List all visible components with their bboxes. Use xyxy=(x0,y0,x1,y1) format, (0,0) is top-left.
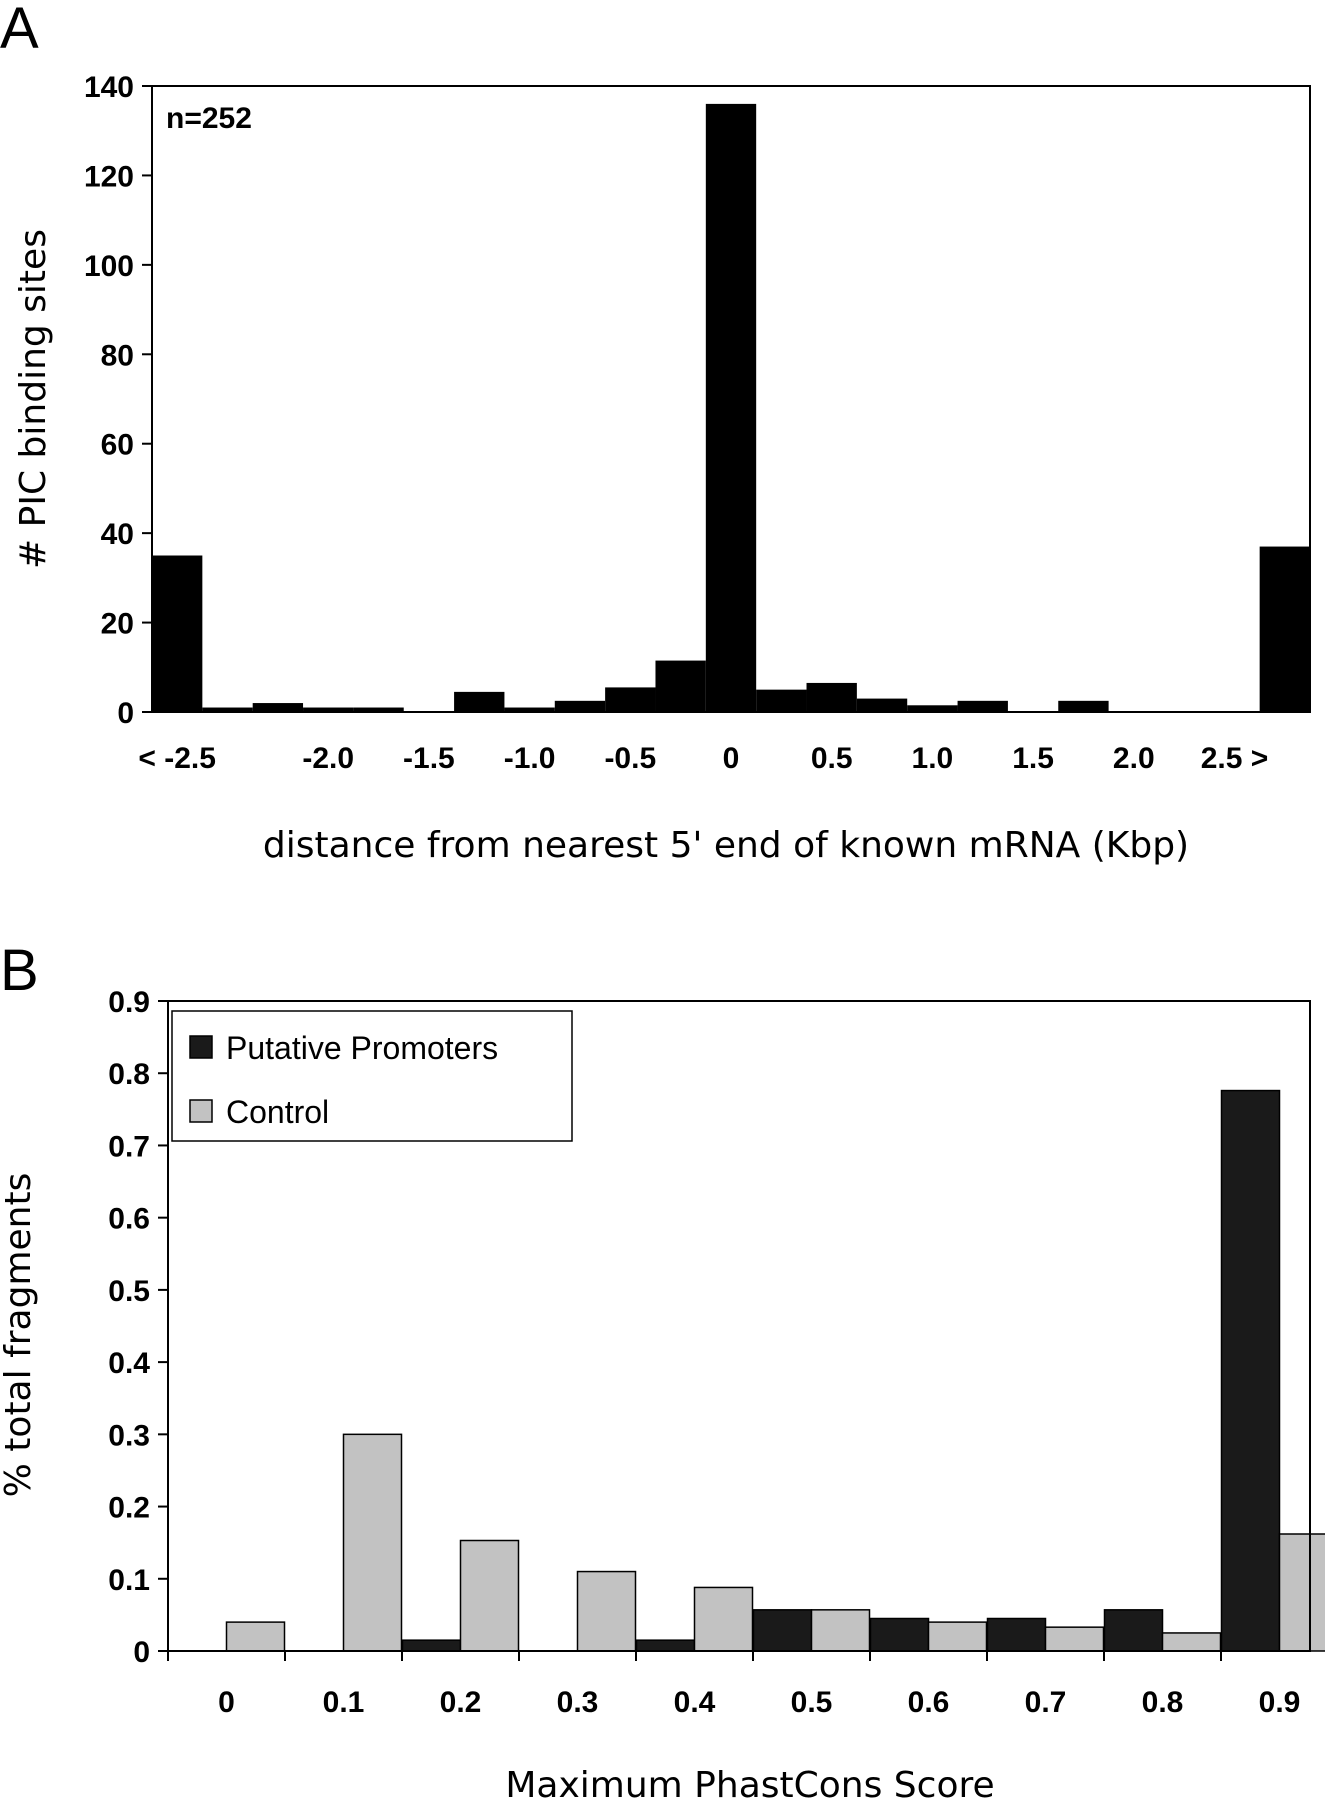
panel-a-y-tick-label: 100 xyxy=(84,250,134,283)
legend-swatch-putative-promoters xyxy=(189,1035,213,1059)
panel-b-y-tick-label: 0.2 xyxy=(108,1492,150,1525)
panel-b-bar-control xyxy=(342,1433,403,1652)
panel-a-bar xyxy=(1259,546,1310,712)
panel-b-bar-control xyxy=(1044,1626,1105,1652)
panel-b-bar-putative-promoters xyxy=(752,1609,813,1652)
panel-a-x-tick-label: -1.5 xyxy=(403,742,455,775)
panel-a-x-tick-label: 0.5 xyxy=(811,742,853,775)
legend-swatch-control xyxy=(189,1099,213,1123)
panel-a-bar xyxy=(504,707,555,712)
panel-a-bar xyxy=(856,698,908,712)
panel-b-x-tick-label: 0.7 xyxy=(1025,1686,1067,1719)
panel-b-x-tick-label: 0.1 xyxy=(323,1686,365,1719)
panel-b-bar-putative-promoters xyxy=(1220,1089,1281,1652)
panel-b-x-tick-label: 0.4 xyxy=(674,1686,716,1719)
panel-a-y-axis-title: # PIC binding sites xyxy=(13,229,54,569)
panel-a-y-ticks: 0 20 40 60 80 100 120 140 xyxy=(84,71,152,730)
panel-b-bar-putative-promoters xyxy=(1103,1609,1164,1652)
panel-b-x-tick-label: 0.5 xyxy=(791,1686,833,1719)
panel-a-y-tick-label: 120 xyxy=(84,160,134,193)
panel-b-x-tick-label: 0.6 xyxy=(908,1686,950,1719)
panel-a-bar xyxy=(907,705,958,712)
panel-b-x-ticks: 0 0.1 0.2 0.3 0.4 0.5 0.6 0.7 0.8 0.9 xyxy=(167,1651,1301,1719)
panel-a-x-tick-label: -1.0 xyxy=(504,742,556,775)
panel-b-y-tick-label: 0.1 xyxy=(108,1564,150,1597)
panel-a-bar xyxy=(1058,700,1109,712)
panel-a-plot-frame xyxy=(151,85,1311,713)
panel-b-x-tick-label: 0.2 xyxy=(440,1686,482,1719)
panel-a-bar xyxy=(605,687,656,712)
panel-a-bar xyxy=(454,691,505,712)
panel-a-x-tick-label: 2.5 > xyxy=(1201,742,1269,775)
panel-a: A 0 20 40 60 80 100 120 140 < -2.5 -2.0 -1.5 -1.0 -… xyxy=(0,0,1311,866)
panel-b-bar-control xyxy=(459,1539,520,1652)
panel-a-y-tick-label: 60 xyxy=(101,429,134,462)
panel-b-bar-control xyxy=(576,1570,637,1652)
panel-a-x-tick-label: 0 xyxy=(723,742,740,775)
panel-a-bar xyxy=(152,555,203,712)
panel-b-bar-control xyxy=(225,1621,286,1652)
panel-b-y-ticks: 0 0.1 0.2 0.3 0.4 0.5 0.6 0.7 0.8 0.9 xyxy=(108,986,168,1669)
panel-b-letter: B xyxy=(0,938,39,1003)
panel-b-bar-control xyxy=(1278,1533,1325,1652)
panel-a-annotation: n=252 xyxy=(166,102,252,135)
panel-a-bars xyxy=(152,103,1310,712)
panel-b-y-tick-label: 0.7 xyxy=(108,1130,150,1163)
panel-a-y-tick-label: 0 xyxy=(117,697,134,730)
panel-b-y-tick-label: 0.9 xyxy=(108,986,150,1019)
panel-a-bar xyxy=(353,707,404,712)
panel-a-bar xyxy=(806,682,857,712)
panel-a-bar xyxy=(554,700,606,712)
panel-b-y-tick-label: 0.8 xyxy=(108,1058,150,1091)
panel-b-x-axis-title: Maximum PhastCons Score xyxy=(505,1765,994,1800)
panel-b-bar-putative-promoters xyxy=(869,1617,930,1652)
panel-a-x-tick-label: 1.0 xyxy=(912,742,954,775)
legend-label-control: Control xyxy=(226,1094,329,1130)
panel-b-y-tick-label: 0.4 xyxy=(108,1347,150,1380)
panel-b-y-tick-label: 0 xyxy=(133,1636,150,1669)
legend-label-putative-promoters: Putative Promoters xyxy=(226,1030,498,1066)
panel-b-x-tick-label: 0 xyxy=(218,1686,235,1719)
panel-a-y-tick-label: 40 xyxy=(101,518,134,551)
panel-a-x-tick-label: -0.5 xyxy=(604,742,656,775)
panel-a-y-tick-label: 140 xyxy=(84,71,134,104)
panel-b-bar-putative-promoters xyxy=(401,1639,462,1652)
legend: Putative Promoters Control xyxy=(171,1010,573,1142)
panel-a-bar xyxy=(655,660,706,712)
panel-b-bar-control xyxy=(1161,1632,1222,1652)
panel-a-x-axis-title: distance from nearest 5' end of known mR… xyxy=(263,825,1189,866)
panel-a-bar xyxy=(705,103,757,712)
legend-box xyxy=(171,1010,573,1142)
panel-a-x-tick-label: 2.0 xyxy=(1113,742,1155,775)
panel-a-x-tick-label: 1.5 xyxy=(1012,742,1054,775)
panel-b-bar-putative-promoters xyxy=(986,1617,1047,1652)
panel-b-y-tick-label: 0.5 xyxy=(108,1275,150,1308)
panel-b-bar-control xyxy=(693,1586,754,1652)
panel-a-letter: A xyxy=(0,0,39,61)
panel-b-bars xyxy=(225,1089,1325,1652)
panel-b-x-tick-label: 0.8 xyxy=(1142,1686,1184,1719)
panel-a-x-ticks: < -2.5 -2.0 -1.5 -1.0 -0.5 0 0.5 1.0 1.5 2.0 2.5 > xyxy=(138,742,1268,775)
panel-b-y-axis-title: % total fragments xyxy=(0,1173,39,1498)
panel-a-bar xyxy=(202,707,253,712)
panel-b-y-tick-label: 0.3 xyxy=(108,1419,150,1452)
panel-b-x-tick-label: 0.3 xyxy=(557,1686,599,1719)
panel-b-plot-frame xyxy=(167,1000,1311,1652)
panel-b-bar-putative-promoters xyxy=(635,1639,696,1652)
panel-a-y-tick-label: 20 xyxy=(101,608,134,641)
panel-a-x-tick-label: < -2.5 xyxy=(138,742,216,775)
panel-a-bar xyxy=(252,703,304,712)
panel-a-x-tick-label: -2.0 xyxy=(302,742,354,775)
panel-b-x-tick-label: 0.9 xyxy=(1259,1686,1301,1719)
panel-a-bar xyxy=(303,707,354,712)
panel-b-y-tick-label: 0.6 xyxy=(108,1203,150,1236)
panel-a-bar xyxy=(957,700,1008,712)
panel-a-y-tick-label: 80 xyxy=(101,339,134,372)
panel-a-bar xyxy=(756,689,807,712)
panel-b-bar-control xyxy=(810,1609,871,1652)
panel-b: B 0 0.1 0.2 0.3 0.4 0.5 0.6 0.7 0.8 0.9 0 0.1 0.2 0.… xyxy=(0,938,1325,1800)
panel-b-bar-control xyxy=(927,1621,988,1652)
